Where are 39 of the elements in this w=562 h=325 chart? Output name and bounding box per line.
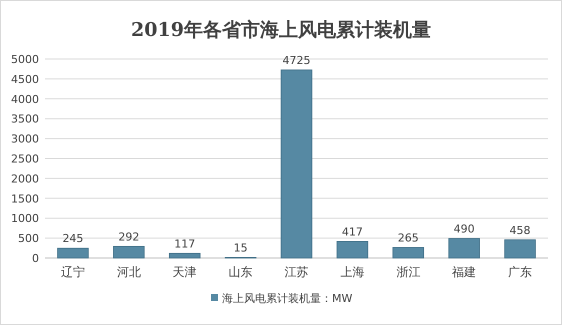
- data-label: 4725: [282, 54, 310, 67]
- x-tick-label: 上海: [340, 265, 364, 279]
- x-tick-label: 浙江: [396, 265, 420, 279]
- data-label: 15: [234, 241, 248, 254]
- bar: [168, 252, 200, 258]
- y-tick-label: 5000: [11, 53, 39, 66]
- y-tick-label: 500: [18, 232, 39, 246]
- y-tick-label: 3000: [11, 132, 39, 146]
- x-tick-label: 辽宁: [60, 265, 85, 279]
- y-tick-label: 0: [32, 252, 39, 265]
- y-tick-label: 1500: [11, 192, 39, 206]
- bar: [392, 247, 424, 258]
- y-tick-label: 2000: [11, 172, 39, 186]
- data-label: 417: [342, 225, 363, 238]
- y-tick-label: 2500: [11, 152, 39, 166]
- x-tick-label: 江苏: [284, 265, 308, 279]
- data-label: 117: [174, 237, 196, 250]
- y-tick-label: 3500: [11, 112, 39, 126]
- x-tick-label: 天津: [172, 265, 197, 279]
- chart-title: 2019年各省市海上风电累计装机量: [131, 19, 431, 41]
- x-tick-label: 山东: [228, 265, 253, 279]
- data-label: 265: [398, 231, 419, 244]
- data-label: 458: [510, 224, 531, 237]
- y-tick-label: 1000: [11, 212, 39, 226]
- bar: [336, 241, 368, 258]
- data-label: 490: [454, 222, 475, 236]
- bar: [504, 239, 536, 258]
- y-tick-label: 4500: [11, 72, 39, 86]
- bar: [280, 70, 312, 258]
- x-tick-label: 广东: [508, 265, 532, 279]
- bar: [57, 248, 89, 258]
- legend-label: 海上风电累计装机量：MW: [222, 292, 352, 305]
- x-tick-label: 河北: [116, 265, 141, 279]
- y-tick-label: 4000: [11, 92, 39, 106]
- data-label: 245: [62, 232, 84, 246]
- data-label: 292: [118, 230, 140, 244]
- bar: [113, 246, 145, 258]
- bar: [448, 238, 480, 258]
- x-tick-label: 福建: [452, 265, 476, 279]
